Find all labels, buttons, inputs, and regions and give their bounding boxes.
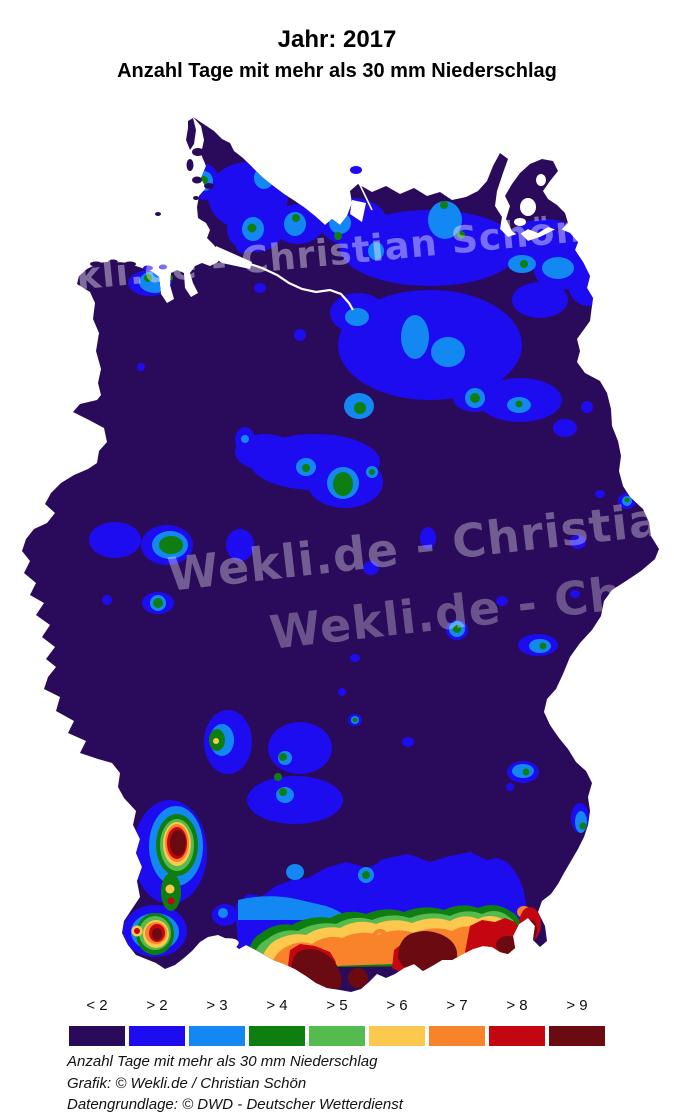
island-hallig bbox=[193, 196, 199, 200]
legend-swatch-5 bbox=[369, 1026, 425, 1046]
legend-swatch-7 bbox=[489, 1026, 545, 1046]
island-east-frisian bbox=[124, 261, 136, 267]
legend-swatch-0 bbox=[69, 1026, 125, 1046]
page-subtitle: Anzahl Tage mit mehr als 30 mm Niedersch… bbox=[117, 60, 557, 82]
legend-label-7: > 8 bbox=[506, 997, 528, 1014]
legend-label-6: > 7 bbox=[446, 997, 468, 1014]
legend-labels: < 2 > 2 > 3 > 4 > 5 > 6 > 7 > 8 > 9 bbox=[69, 997, 605, 1014]
island-sylt bbox=[186, 118, 196, 150]
legend-label-4: > 5 bbox=[326, 997, 348, 1014]
island-helgoland bbox=[155, 212, 161, 216]
legend-label-3: > 4 bbox=[266, 997, 288, 1014]
footer-caption: Anzahl Tage mit mehr als 30 mm Niedersch… bbox=[67, 1053, 378, 1070]
water-features bbox=[203, 137, 546, 954]
ruegen-lagoon bbox=[536, 174, 546, 186]
island-east-frisian bbox=[90, 261, 102, 267]
legend-label-0: < 2 bbox=[86, 997, 108, 1014]
legend-label-8: > 9 bbox=[566, 997, 588, 1014]
island-east-frisian bbox=[108, 259, 118, 265]
legend-label-5: > 6 bbox=[386, 997, 408, 1014]
footer-credit: Grafik: © Wekli.de / Christian Schön bbox=[67, 1074, 307, 1092]
footer: Anzahl Tage mit mehr als 30 mm Niedersch… bbox=[67, 1051, 403, 1116]
page-title: Jahr: 2017 bbox=[277, 26, 397, 53]
ruegen-lagoon bbox=[520, 198, 536, 216]
island-east-frisian bbox=[159, 264, 167, 270]
island-nordstrand bbox=[204, 183, 214, 189]
island-pellworm bbox=[192, 176, 202, 184]
island-fehmarn bbox=[350, 166, 362, 174]
elbe-river bbox=[249, 262, 354, 311]
legend-swatch-3 bbox=[249, 1026, 305, 1046]
legend-label-2: > 3 bbox=[206, 997, 228, 1014]
ruegen-lagoon bbox=[514, 218, 526, 226]
legend-swatch-2 bbox=[189, 1026, 245, 1046]
island-east-frisian bbox=[143, 265, 153, 271]
lake-constance bbox=[203, 938, 239, 954]
legend-swatch-8 bbox=[549, 1026, 605, 1046]
islands bbox=[90, 118, 362, 271]
legend-swatch-6 bbox=[429, 1026, 485, 1046]
legend-swatch-4 bbox=[309, 1026, 365, 1046]
island-foehr bbox=[192, 148, 204, 156]
elbe-estuary bbox=[213, 246, 252, 269]
schlei-inlet bbox=[304, 149, 373, 211]
footer-source: Datengrundlage: © DWD - Deutscher Wetter… bbox=[67, 1096, 403, 1113]
legend-label-1: > 2 bbox=[146, 997, 168, 1014]
legend-swatch-1 bbox=[129, 1026, 185, 1046]
flensburg-fjord bbox=[241, 137, 301, 152]
luebeck-bay bbox=[350, 200, 366, 222]
island-amrum bbox=[186, 159, 194, 171]
legend-swatches bbox=[69, 1026, 605, 1046]
